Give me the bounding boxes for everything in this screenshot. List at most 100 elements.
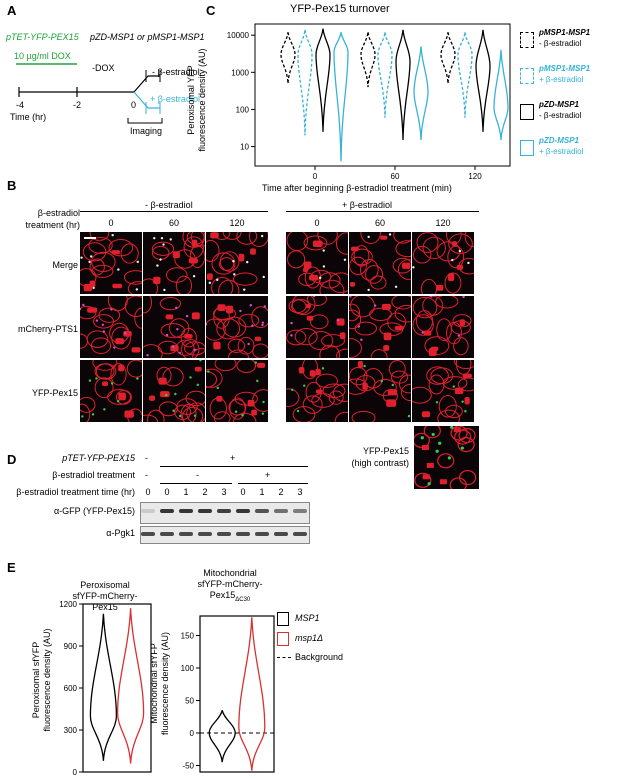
blot-gfp-label: α-GFP (YFP-Pex15): [53, 506, 135, 516]
band-gfp: [293, 509, 307, 513]
dox-label: 10 µg/ml DOX: [14, 51, 71, 61]
legend-swatch: [277, 632, 289, 646]
micrograph: [80, 360, 142, 422]
imaging-label: Imaging: [130, 126, 163, 136]
band-pgk1: [293, 532, 307, 536]
chart-c-legend: pMSP1-MSP1 - β-estradiol pMSP1-MSP1 + β-…: [520, 28, 617, 172]
y-tick-label: 1200: [59, 600, 77, 609]
treatment-mark-1: -: [196, 470, 199, 480]
panel-label-e: E: [7, 560, 16, 575]
band-pgk1: [217, 532, 231, 536]
time-col-label: 0: [314, 218, 320, 228]
legend-text: - β-estradiol: [539, 39, 582, 48]
time-axis-label: Time (hr): [10, 112, 47, 122]
micrograph: [143, 232, 205, 294]
violin-mark: [333, 32, 349, 162]
micrograph: [206, 232, 268, 294]
chart-e2-plot: 150 100 50 0 -50: [181, 615, 275, 773]
violin-mark: [475, 29, 491, 132]
legend-text: + β-estradiol: [539, 147, 584, 156]
band-pgk1: [160, 532, 174, 536]
band-pgk1: [179, 532, 193, 536]
y-tick-label: 50: [185, 697, 194, 706]
band-pgk1: [141, 532, 155, 536]
legend-text: pZD-MSP1: [539, 136, 579, 145]
chart-e-legend: MSP1 msp1Δ Background: [277, 610, 377, 666]
legend-swatch: [277, 612, 289, 626]
band-gfp: [141, 509, 155, 513]
violin-mark: [413, 46, 429, 141]
chart-c-title: YFP-Pex15 turnover: [290, 3, 390, 15]
band-pgk1: [198, 532, 212, 536]
y-tick-label: 0: [73, 768, 78, 777]
y-tick-label: 10000: [227, 31, 250, 40]
violin-mark: [440, 32, 456, 84]
y-tick-label: 100: [181, 664, 195, 673]
x-tick-label: 0: [313, 172, 318, 181]
treatment-mark-0: -: [145, 470, 148, 480]
time-col-label: 60: [374, 218, 385, 228]
blot-gfp: [140, 502, 310, 524]
time-col-label: 0: [108, 218, 114, 228]
micrograph: [206, 360, 268, 422]
treatment-line-plus: [238, 483, 308, 484]
violin-mark: [315, 28, 331, 132]
legend-text: - β-estradiol: [539, 111, 582, 120]
lane-label: 3: [297, 487, 303, 497]
violin-mark: [208, 710, 236, 763]
micrograph: [80, 296, 142, 358]
micrograph: [412, 360, 474, 422]
legend-item-pzd-plus: pZD-MSP1 + β-estradiol: [520, 136, 617, 172]
minus-dox-label: -DOX: [92, 63, 115, 73]
y-tick-label: 900: [64, 642, 78, 651]
time-col-label: 60: [168, 218, 179, 228]
chart-e1-title: Peroxisomal sfYFP-mCherry- Pex15: [72, 580, 138, 612]
lane-label: 0: [164, 487, 170, 497]
treatment-line-minus: [160, 483, 232, 484]
high-contrast-label: YFP-Pex15 (high contrast): [351, 446, 409, 468]
lane-label: 0: [240, 487, 246, 497]
t-minus4: -4: [16, 100, 25, 110]
panel-label-c: C: [206, 3, 216, 18]
legend-swatch: [520, 140, 534, 156]
lane-label: 0: [145, 487, 151, 497]
micrograph: [286, 360, 348, 422]
row-label: mCherry-PTS1: [17, 324, 78, 334]
legend-swatch: [520, 104, 534, 120]
micrograph: [412, 232, 474, 294]
legend-text: MSP1: [295, 613, 320, 623]
micrograph: [349, 232, 411, 294]
treatment-label: β-estradiol treatment (hr): [25, 208, 80, 230]
plot-frame: [199, 615, 275, 773]
group-plus-line: [286, 211, 479, 212]
y-tick-label: 300: [64, 726, 78, 735]
row-label: YFP-Pex15: [31, 388, 78, 398]
band-gfp: [255, 509, 269, 513]
time-col-label: 120: [229, 218, 245, 228]
violin-mark: [395, 29, 411, 141]
group-minus-line: [80, 211, 268, 212]
group-minus-label: - β-estradiol: [145, 200, 193, 210]
lane-label: 2: [202, 487, 208, 497]
band-pgk1: [236, 532, 250, 536]
panel-label-b: B: [7, 178, 17, 193]
band-pgk1: [255, 532, 269, 536]
y-tick-label: 150: [181, 632, 195, 641]
band-gfp: [160, 509, 174, 513]
micrograph: [349, 296, 411, 358]
chart-c-frame: [254, 23, 511, 167]
micrograph: [206, 296, 268, 358]
construct-mark-plus: +: [230, 453, 236, 463]
legend-item-background: Background: [277, 650, 377, 666]
y-tick-label: 10: [240, 143, 249, 152]
blot-construct-label: pTET-YFP-PEX15: [62, 453, 135, 463]
lane-label: 1: [259, 487, 265, 497]
legend-item-pmsp1-plus: pMSP1-MSP1 + β-estradiol: [520, 64, 617, 100]
legend-item-pmsp1-minus: pMSP1-MSP1 - β-estradiol: [520, 28, 617, 64]
legend-item-msp1: MSP1: [277, 610, 377, 630]
row-label: Merge: [52, 260, 78, 270]
micrograph: [143, 296, 205, 358]
violin-mark: [457, 32, 473, 118]
legend-item-pzd-minus: pZD-MSP1 - β-estradiol: [520, 100, 617, 136]
